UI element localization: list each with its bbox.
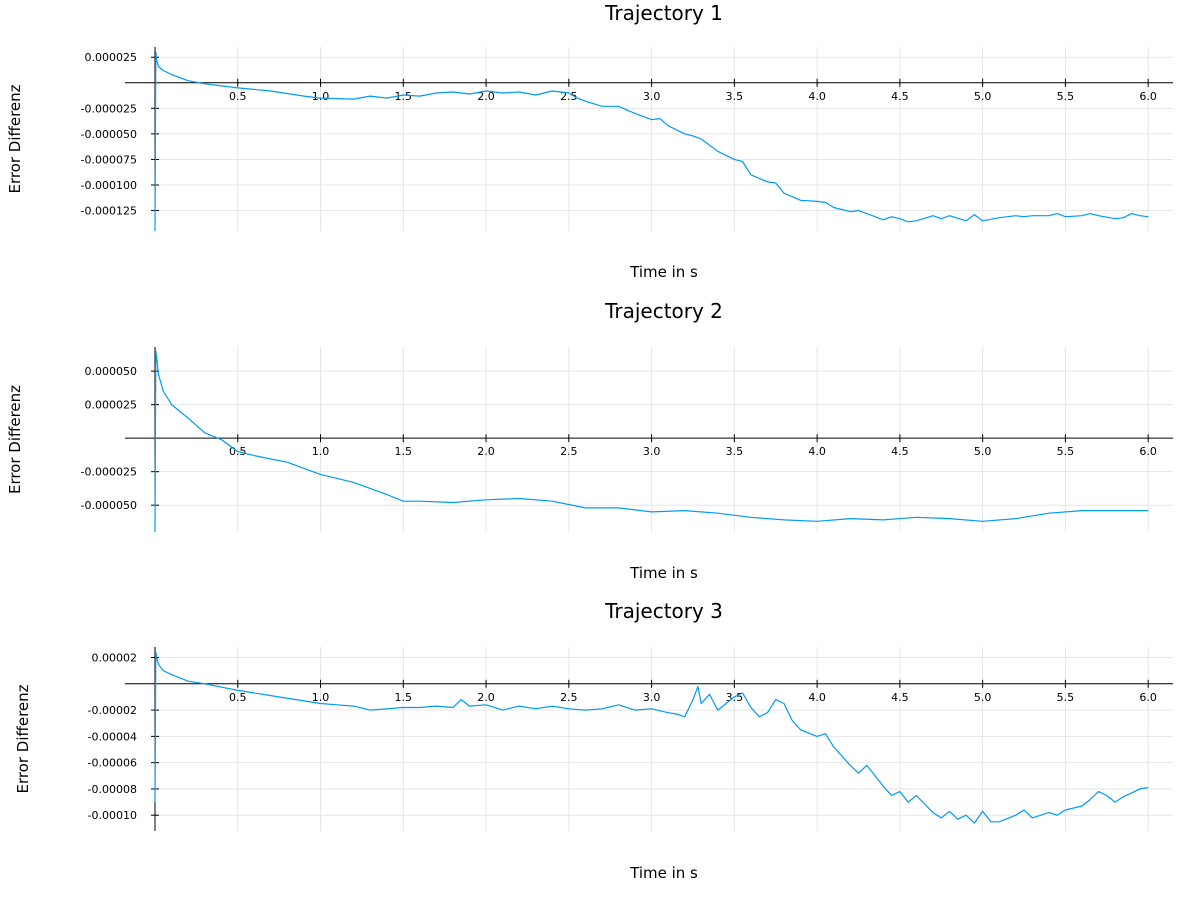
x-axis-label: Time in s — [629, 263, 698, 281]
x-axis-label: Time in s — [629, 564, 698, 582]
y-tick-label: -0.00008 — [88, 783, 137, 796]
x-tick-label: 2.5 — [560, 691, 578, 704]
x-tick-label: 5.5 — [1057, 90, 1075, 103]
x-tick-label: 3.5 — [726, 445, 744, 458]
x-tick-label: 1.0 — [312, 90, 330, 103]
y-tick-label: -0.000025 — [81, 466, 137, 479]
x-tick-label: 6.0 — [1139, 445, 1157, 458]
x-tick-label: 2.5 — [560, 445, 578, 458]
y-tick-label: -0.000100 — [81, 179, 137, 192]
x-tick-label: 3.5 — [726, 90, 744, 103]
x-tick-label: 4.0 — [808, 445, 826, 458]
y-tick-label: -0.000125 — [81, 205, 137, 218]
chart-title: Trajectory 2 — [604, 299, 723, 323]
chart-title: Trajectory 1 — [604, 1, 723, 25]
x-tick-label: 4.0 — [808, 90, 826, 103]
x-tick-label: 0.5 — [229, 691, 247, 704]
x-tick-label: 1.5 — [395, 691, 413, 704]
x-tick-label: 3.0 — [643, 445, 661, 458]
x-tick-label: 1.5 — [395, 90, 413, 103]
x-tick-label: 4.5 — [891, 445, 909, 458]
y-tick-label: -0.000075 — [81, 153, 137, 166]
x-tick-label: 1.0 — [312, 445, 330, 458]
x-tick-label: 0.5 — [229, 90, 247, 103]
x-tick-label: 4.5 — [891, 691, 909, 704]
y-axis-label: Error Differenz — [6, 385, 24, 494]
series-line — [154, 651, 1149, 824]
y-tick-label: -0.000025 — [81, 102, 137, 115]
series-line — [154, 51, 1149, 232]
x-tick-label: 5.5 — [1057, 445, 1075, 458]
x-tick-label: 1.0 — [312, 691, 330, 704]
y-axis-label: Error Differenz — [14, 684, 32, 793]
x-tick-label: 2.0 — [477, 445, 495, 458]
x-tick-label: 4.5 — [891, 90, 909, 103]
x-tick-label: 5.0 — [974, 445, 992, 458]
subplot-1: 0.5 1.0 1.5 2.0 2.5 3.0 3.5 4.0 4.5 5.0 5.5 6.00.00… — [6, 1, 1173, 281]
y-axis-label: Error Differenz — [6, 84, 24, 193]
x-tick-label: 4.0 — [808, 691, 826, 704]
x-tick-label: 3.0 — [643, 90, 661, 103]
x-tick-label: 6.0 — [1139, 691, 1157, 704]
y-tick-label: -0.00004 — [88, 730, 137, 743]
x-tick-label: 6.0 — [1139, 90, 1157, 103]
y-tick-label: 0.000050 — [85, 365, 138, 378]
x-tick-label: 5.0 — [974, 691, 992, 704]
x-tick-label: 2.0 — [477, 691, 495, 704]
y-tick-label: -0.00002 — [88, 704, 137, 717]
y-tick-label: -0.00010 — [88, 809, 137, 822]
x-tick-label: 5.0 — [974, 90, 992, 103]
x-tick-label: 5.5 — [1057, 691, 1075, 704]
x-tick-label: 2.0 — [477, 90, 495, 103]
y-tick-label: 0.000025 — [85, 399, 138, 412]
x-tick-label: 1.5 — [395, 445, 413, 458]
y-tick-label: -0.00006 — [88, 757, 137, 770]
y-tick-label: 0.000025 — [85, 51, 138, 64]
chart-title: Trajectory 3 — [604, 599, 723, 623]
y-tick-label: -0.000050 — [81, 128, 137, 141]
y-tick-label: -0.000050 — [81, 499, 137, 512]
y-tick-label: 0.00002 — [92, 652, 138, 665]
subplot-2: 0.5 1.0 1.5 2.0 2.5 3.0 3.5 4.0 4.5 5.0 5.5 6.00.00… — [6, 299, 1173, 582]
subplot-3: 0.5 1.0 1.5 2.0 2.5 3.0 3.5 4.0 4.5 5.0 5.5 6.00.00… — [14, 599, 1173, 882]
x-tick-label: 3.0 — [643, 691, 661, 704]
series-line — [154, 350, 1149, 533]
x-axis-label: Time in s — [629, 864, 698, 882]
